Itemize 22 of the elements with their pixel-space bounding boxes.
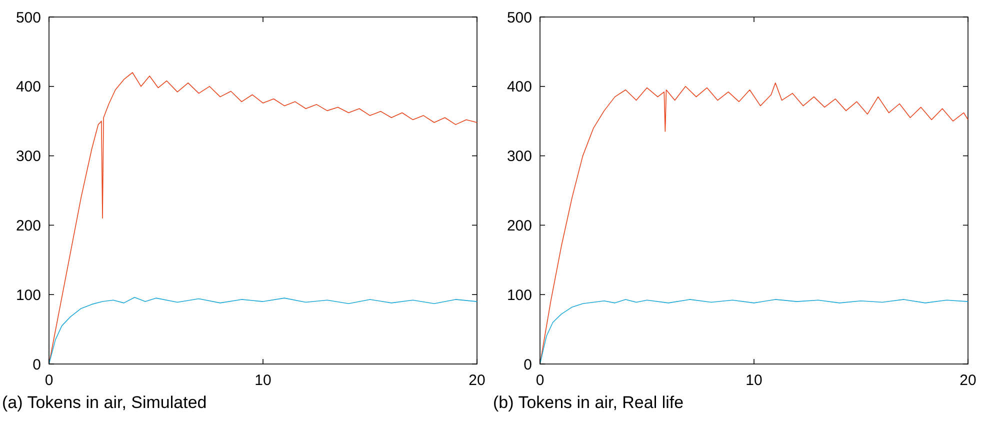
y-tick-label: 300 [16,148,41,166]
y-tick-label: 300 [506,148,532,166]
y-tick-label: 400 [16,78,41,96]
line-series [48,296,478,364]
y-tick-label: 0 [524,356,532,374]
x-tick-label: 10 [746,372,762,389]
y-tick-label: 200 [506,217,532,234]
y-tick-label: 100 [16,286,41,304]
y-tick-label: 500 [506,9,532,26]
x-tick-label: 0 [44,372,54,389]
line-series [540,299,968,364]
y-tick-label: 100 [506,286,532,304]
x-tick-label: 20 [960,372,976,389]
x-tick-label: 10 [254,372,272,389]
y-tick-label: 500 [16,9,41,26]
y-tick-label: 0 [32,356,41,374]
text: (a) Tokens in air, Simulated [2,393,207,412]
x-tick-label: 0 [536,372,544,389]
y-tick-label: 200 [16,217,41,234]
text: (b) Tokens in air, Real life [493,393,684,412]
y-tick-label: 400 [506,78,532,96]
x-tick-label: 20 [468,372,486,389]
